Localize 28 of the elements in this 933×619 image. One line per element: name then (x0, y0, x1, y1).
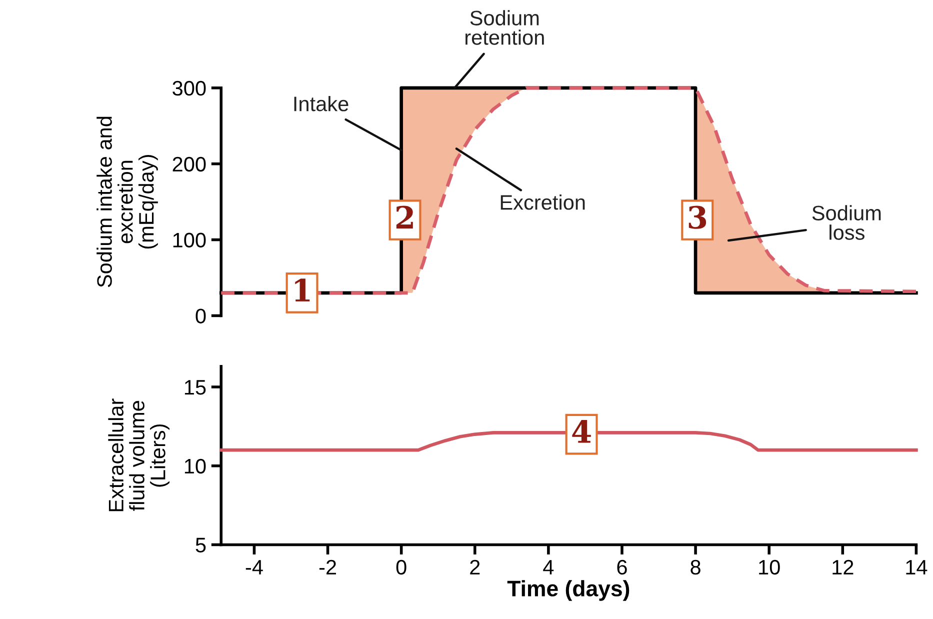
x-tick-label: -4 (246, 560, 263, 574)
annotation: 4 (572, 420, 591, 443)
x-axis-title: Time (days) (507, 580, 630, 601)
x-tick-label: 8 (690, 560, 700, 575)
x-tick-label: -2 (319, 560, 336, 574)
y-axis-title: Sodium intake and excretion (mEq/day) (96, 116, 158, 288)
y-axis-title: Extracellular fluid volume (Liters) (108, 398, 170, 512)
x-tick-label: 4 (543, 560, 554, 574)
annotation: 2 (396, 206, 413, 228)
x-tick-label: 2 (470, 560, 480, 574)
y-tick-label: 15 (184, 380, 206, 395)
x-tick-label: 10 (759, 560, 780, 575)
x-tick-label: 14 (906, 560, 928, 574)
annotation: Sodium loss (812, 205, 881, 240)
x-tick-label: 6 (617, 560, 627, 575)
x-tick-label: 0 (396, 560, 406, 575)
y-tick-label: 300 (172, 80, 206, 96)
annotation: 3 (688, 206, 706, 229)
annotation: Intake (294, 96, 348, 112)
annotation: 1 (295, 278, 310, 302)
x-tick-label: 12 (832, 560, 854, 574)
y-tick-label: 200 (172, 156, 206, 172)
y-tick-label: 10 (184, 458, 206, 474)
y-tick-label: 0 (196, 308, 206, 324)
annotation: Excretion (500, 194, 585, 210)
y-tick-label: 5 (196, 538, 206, 552)
y-tick-label: 100 (173, 232, 206, 248)
annotation: Sodium retention (466, 10, 544, 45)
